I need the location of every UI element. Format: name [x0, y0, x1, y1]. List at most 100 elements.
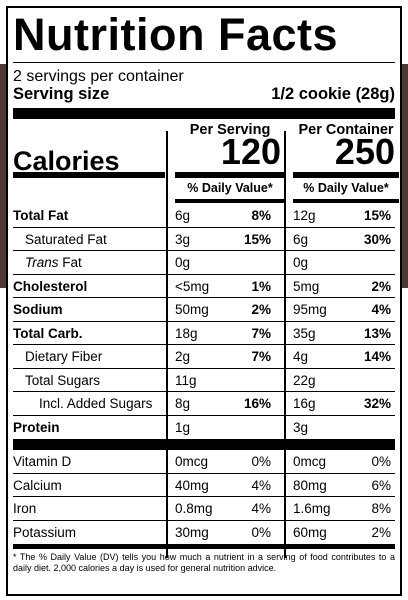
vitamin-row: Vitamin D 0mcg 0% 0mcg 0% [13, 450, 395, 474]
per-container-title: Per Container [298, 122, 394, 138]
container-amount: 35g [293, 325, 316, 341]
vitamin-name: Potassium [13, 524, 77, 540]
serving-dv: 2% [251, 302, 271, 317]
container-amount: 4g [293, 349, 309, 364]
footnote: * The % Daily Value (DV) tells you how m… [13, 552, 395, 573]
vitamin-name: Vitamin D [13, 454, 72, 469]
serving-bar [13, 108, 395, 119]
footnote-bar [13, 544, 395, 549]
serving-size-value: 1/2 cookie (28g) [271, 85, 395, 103]
container-amount: 1.6mg [293, 501, 331, 516]
nutrient-name: Total Fat [13, 208, 69, 223]
container-dv: 30% [363, 231, 391, 247]
per-container-underline [293, 199, 399, 203]
serving-amount: <5mg [175, 278, 210, 294]
calories-per-serving: 120 [220, 131, 281, 172]
nutrient-name: Total Carb. [13, 325, 83, 341]
vitamin-row: Iron 0.8mg 4% 1.6mg 8% [13, 497, 395, 521]
servings-per-container: 2 servings per container [13, 68, 184, 85]
container-amount: 60mg [293, 524, 327, 540]
per-serving-header: Per Serving 120 % Daily Value* [175, 119, 285, 204]
container-dv: 2% [371, 524, 391, 540]
calories-block: Calories Per Serving 120 % Daily Value* … [13, 119, 399, 204]
container-dv: 15% [363, 208, 391, 223]
serving-amount: 8g [175, 396, 191, 411]
serving-dv: 0% [251, 454, 271, 469]
container-amount: 80mg [293, 477, 327, 493]
calories-label: Calories [13, 146, 120, 176]
container-dv: 6% [371, 477, 391, 493]
container-dv: 4% [371, 302, 391, 317]
per-container-bar [293, 172, 399, 178]
nutrient-row: Sodium 50mg 2% 95mg 4% [13, 298, 395, 322]
per-serving-title: Per Serving [189, 122, 271, 138]
calories-per-container: 250 [334, 131, 395, 172]
container-amount: 0g [293, 255, 309, 270]
container-amount: 16g [293, 396, 316, 411]
serving-amount: 6g [175, 208, 191, 223]
serving-amount: 1g [175, 419, 191, 435]
container-dv: 13% [363, 325, 391, 341]
protein-bar [13, 439, 395, 450]
serving-dv: 15% [243, 231, 271, 247]
nutrient-name: Trans Fat [25, 255, 82, 270]
serving-dv: 8% [251, 208, 271, 223]
vitamin-name: Calcium [13, 477, 62, 493]
per-container-header: Per Container 250 % Daily Value* [293, 119, 399, 204]
container-amount: 95mg [293, 302, 327, 317]
nutrient-row: Total Sugars 11g 22g [13, 369, 395, 392]
nutrient-name-rest: Fat [58, 255, 82, 270]
nutrient-name: Cholesterol [13, 278, 88, 294]
container-amount: 0mcg [293, 454, 327, 469]
title-rule [13, 62, 395, 63]
container-dv: 32% [363, 396, 391, 411]
nutrient-name: Sodium [13, 302, 63, 317]
nutrient-row: Cholesterol <5mg 1% 5mg 2% [13, 275, 395, 298]
nutrient-name: Total Sugars [25, 372, 101, 388]
nutrient-rows: Total Fat 6g 8% 12g 15% Saturated Fat 3g… [13, 204, 395, 439]
container-amount: 22g [293, 372, 316, 388]
nutrient-row: Trans Fat 0g 0g [13, 251, 395, 275]
nutrient-name: Dietary Fiber [25, 349, 103, 364]
calories-bar [13, 172, 165, 178]
nutrition-label: Nutrition Facts 2 servings per container… [6, 6, 402, 596]
container-amount: 12g [293, 208, 316, 223]
serving-dv: 0% [251, 524, 271, 540]
vitamin-row: Potassium 30mg 0% 60mg 2% [13, 521, 395, 545]
container-amount: 6g [293, 231, 309, 247]
container-dv: 0% [371, 454, 391, 469]
nutrient-row: Dietary Fiber 2g 7% 4g 14% [13, 345, 395, 369]
serving-dv: 4% [251, 501, 271, 516]
serving-amount: 2g [175, 349, 191, 364]
nutrient-row: Total Fat 6g 8% 12g 15% [13, 204, 395, 228]
serving-dv: 16% [243, 396, 271, 411]
vitamin-name: Iron [13, 501, 37, 516]
serving-dv: 1% [251, 278, 271, 294]
serving-size-label: Serving size [13, 85, 110, 103]
serving-amount: 30mg [175, 524, 209, 540]
nutrient-row: Saturated Fat 3g 15% 6g 30% [13, 228, 395, 251]
serving-amount: 3g [175, 231, 191, 247]
container-dv: 2% [371, 278, 391, 294]
container-amount: 5mg [293, 278, 320, 294]
calories-label-cell: Calories [13, 119, 165, 204]
container-dv: 14% [363, 349, 391, 364]
per-serving-underline [175, 199, 285, 203]
nutrient-row: Incl. Added Sugars 8g 16% 16g 32% [13, 392, 395, 416]
serving-amount: 18g [175, 325, 198, 341]
vitamin-row: Calcium 40mg 4% 80mg 6% [13, 474, 395, 497]
nutrient-name: Saturated Fat [25, 231, 107, 247]
label-title: Nutrition Facts [13, 9, 339, 60]
column-divider-right [284, 131, 286, 558]
per-serving-bar [175, 172, 285, 178]
nutrient-name: Protein [13, 419, 60, 435]
background-edge-left [0, 64, 6, 288]
per-serving-dv-header: % Daily Value* [187, 181, 273, 195]
nutrient-row: Protein 1g 3g [13, 416, 395, 440]
serving-amount: 11g [175, 372, 197, 388]
container-dv: 8% [371, 501, 391, 516]
nutrient-name-italic: Trans [25, 255, 59, 270]
container-amount: 3g [293, 419, 309, 435]
nutrient-row: Total Carb. 18g 7% 35g 13% [13, 322, 395, 345]
column-divider-left [166, 131, 168, 558]
